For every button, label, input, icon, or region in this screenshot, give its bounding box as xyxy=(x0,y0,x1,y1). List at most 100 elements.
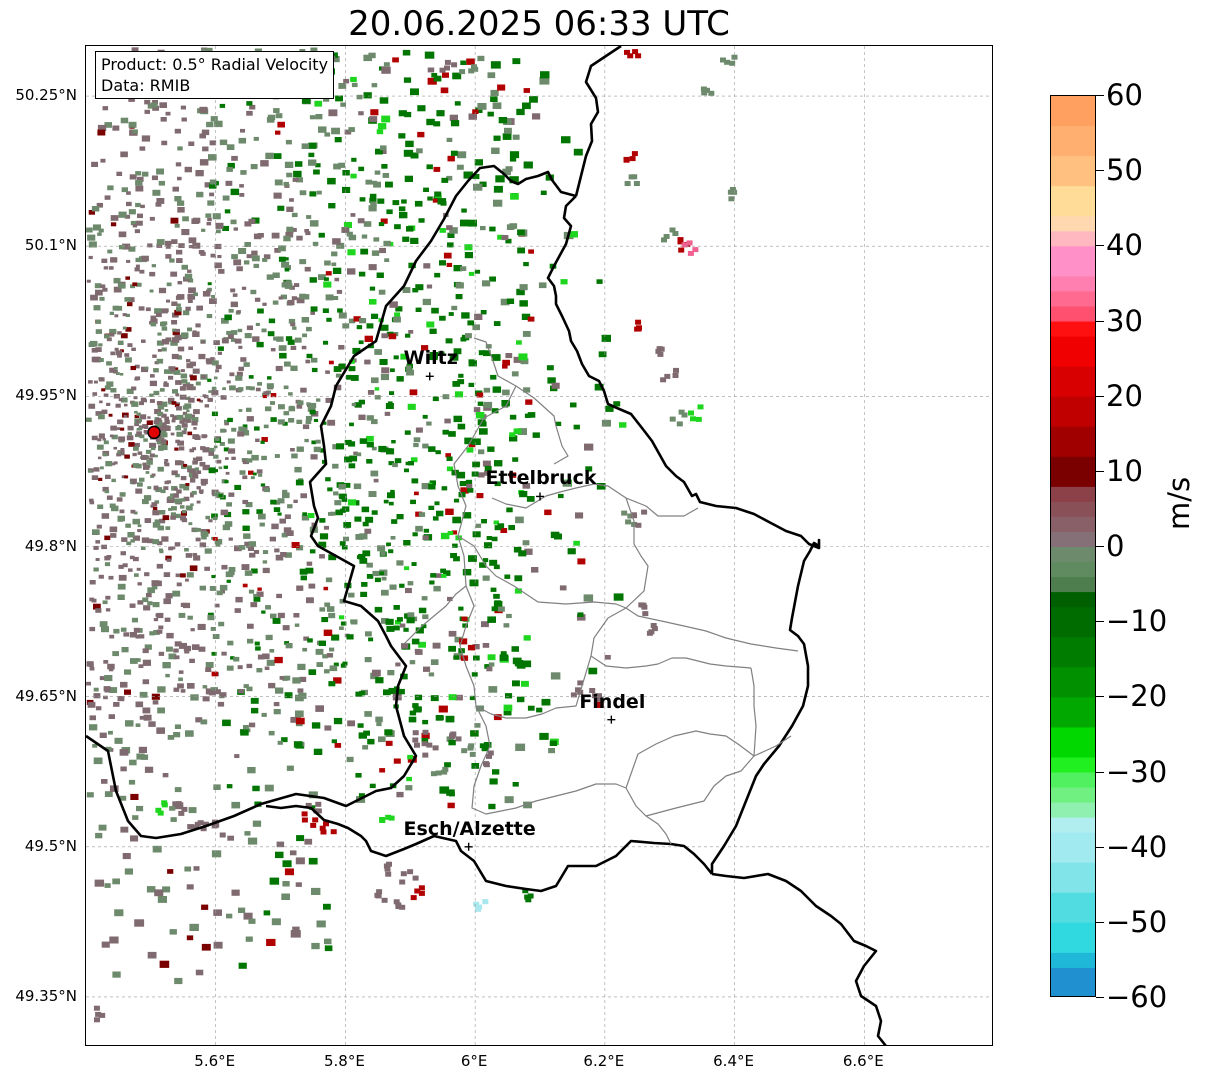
velocity-echo xyxy=(247,546,255,551)
velocity-echo xyxy=(300,575,307,581)
velocity-echo xyxy=(169,929,177,935)
velocity-echo xyxy=(371,419,378,425)
velocity-echo xyxy=(89,626,96,632)
velocity-echo xyxy=(247,623,254,629)
velocity-echo xyxy=(177,176,182,181)
velocity-echo xyxy=(489,276,496,282)
velocity-echo xyxy=(515,743,526,751)
velocity-echo xyxy=(172,389,178,394)
velocity-echo xyxy=(234,338,242,344)
velocity-echo xyxy=(302,647,308,652)
velocity-echo xyxy=(252,336,260,342)
velocity-echo xyxy=(156,243,163,248)
velocity-echo xyxy=(422,614,429,620)
velocity-echo xyxy=(371,250,380,256)
velocity-echo xyxy=(193,217,201,224)
velocity-echo xyxy=(174,128,181,134)
velocity-echo xyxy=(210,687,218,693)
velocity-echo xyxy=(328,681,336,687)
velocity-echo xyxy=(137,176,144,182)
velocity-echo xyxy=(233,259,242,266)
velocity-echo xyxy=(457,151,467,159)
velocity-echo xyxy=(147,243,153,248)
velocity-echo xyxy=(267,331,275,337)
velocity-echo xyxy=(727,189,734,195)
velocity-echo xyxy=(188,299,193,303)
velocity-echo xyxy=(656,346,663,352)
velocity-echo xyxy=(171,320,178,325)
velocity-echo xyxy=(447,596,453,602)
velocity-echo xyxy=(466,58,475,65)
velocity-echo xyxy=(366,323,374,329)
velocity-echo xyxy=(436,510,444,517)
velocity-echo xyxy=(281,261,290,268)
velocity-echo xyxy=(171,401,177,405)
velocity-echo xyxy=(387,492,395,499)
velocity-echo xyxy=(165,111,171,116)
velocity-echo xyxy=(122,313,127,317)
luxembourg-germany-border xyxy=(546,195,821,874)
velocity-echo xyxy=(176,489,182,494)
velocity-echo xyxy=(196,191,204,198)
velocity-echo xyxy=(514,588,522,594)
velocity-echo xyxy=(103,393,109,397)
velocity-echo xyxy=(155,312,162,318)
velocity-echo xyxy=(316,398,321,402)
velocity-echo xyxy=(202,447,210,453)
velocity-echo xyxy=(523,88,530,93)
velocity-echo xyxy=(91,435,98,441)
velocity-echo xyxy=(222,387,226,391)
velocity-echo xyxy=(490,89,499,97)
velocity-echo xyxy=(295,710,304,717)
velocity-echo xyxy=(366,442,374,448)
velocity-echo xyxy=(455,294,463,300)
velocity-echo xyxy=(270,499,277,505)
velocity-echo xyxy=(186,363,194,369)
velocity-echo xyxy=(278,245,286,252)
velocity-echo xyxy=(225,180,233,186)
velocity-echo xyxy=(89,498,94,503)
velocity-echo xyxy=(86,792,94,798)
velocity-echo xyxy=(278,404,285,410)
velocity-echo xyxy=(332,267,342,274)
velocity-echo xyxy=(468,382,475,387)
velocity-echo xyxy=(451,305,458,311)
velocity-echo xyxy=(271,918,281,926)
velocity-echo xyxy=(193,824,200,830)
velocity-echo xyxy=(481,621,489,628)
velocity-echo xyxy=(334,500,342,506)
velocity-echo xyxy=(204,404,210,408)
germany-north-border xyxy=(574,46,622,197)
velocity-echo xyxy=(439,260,446,266)
velocity-echo xyxy=(280,294,287,300)
velocity-echo xyxy=(323,525,329,530)
velocity-echo xyxy=(585,466,593,472)
velocity-echo xyxy=(150,374,155,378)
velocity-echo xyxy=(161,140,168,146)
velocity-echo xyxy=(396,514,404,520)
velocity-echo xyxy=(285,336,293,341)
velocity-echo xyxy=(111,478,116,483)
velocity-echo xyxy=(432,198,439,203)
velocity-echo xyxy=(95,329,102,334)
velocity-echo xyxy=(404,566,410,571)
lat-tick-label: 49.8°N xyxy=(24,536,77,555)
velocity-echo xyxy=(701,90,708,96)
velocity-echo xyxy=(324,260,331,266)
velocity-echo xyxy=(204,566,210,571)
velocity-echo xyxy=(371,446,377,451)
velocity-echo xyxy=(389,391,395,395)
velocity-colorbar xyxy=(1050,95,1096,997)
velocity-echo xyxy=(500,298,510,306)
colorbar-tick-mark xyxy=(1096,470,1104,472)
velocity-echo xyxy=(329,665,338,672)
velocity-echo xyxy=(323,281,332,288)
velocity-echo xyxy=(439,786,450,794)
velocity-echo xyxy=(485,344,492,349)
velocity-echo xyxy=(193,866,200,871)
velocity-echo xyxy=(227,417,233,423)
velocity-echo xyxy=(242,459,249,465)
velocity-echo xyxy=(493,564,500,570)
velocity-echo xyxy=(170,515,176,520)
velocity-echo xyxy=(132,815,139,820)
